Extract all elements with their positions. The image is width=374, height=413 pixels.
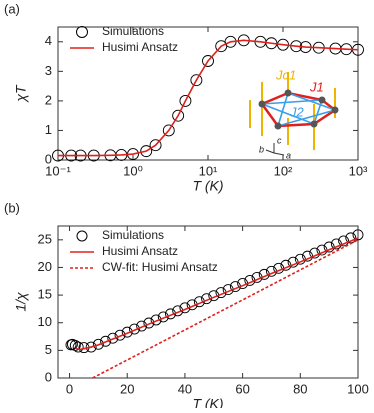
- series-line: [58, 39, 359, 157]
- x-tick-label: 10⁻¹: [45, 163, 71, 178]
- y-tick-label: 3: [45, 63, 52, 78]
- y-axis-label: χT: [13, 84, 29, 104]
- x-tick-label: 10⁰: [123, 163, 143, 178]
- data-point: [85, 341, 97, 353]
- label-jc1: Jc1: [275, 67, 296, 82]
- data-point: [69, 339, 81, 351]
- label-a: a: [286, 150, 291, 160]
- axis-a: [273, 152, 285, 156]
- lattice-inset: Jc1 J1 J2 c b a: [249, 67, 339, 160]
- plot-area: [52, 34, 364, 162]
- data-point: [190, 74, 203, 87]
- data-point: [136, 320, 148, 332]
- y-tick-label: 25: [38, 231, 52, 246]
- legend-marker: [76, 26, 88, 38]
- x-tick-label: 0: [66, 381, 73, 396]
- panel-label: (a): [4, 1, 20, 16]
- y-tick-label: 0: [45, 151, 52, 166]
- data-point: [92, 338, 104, 350]
- legend-label: Husimi Ansatz: [102, 244, 178, 258]
- j2-bonds: [261, 99, 324, 126]
- y-tick-label: 4: [45, 33, 52, 48]
- x-tick-label: 80: [293, 381, 307, 396]
- plot-frame: [57, 225, 359, 379]
- y-axis-label: 1/χ: [13, 292, 29, 312]
- data-point: [352, 229, 364, 241]
- site: [258, 100, 266, 108]
- y-tick-label: 1: [45, 122, 52, 137]
- y-tick-label: 0: [45, 369, 52, 384]
- data-point: [107, 332, 119, 344]
- series-line: [75, 237, 359, 351]
- data-point: [338, 235, 350, 247]
- data-point: [162, 124, 175, 137]
- x-tick-label: 60: [235, 381, 249, 396]
- axis-b: [265, 149, 275, 154]
- y-tick-label: 15: [38, 287, 52, 302]
- x-tick-label: 10¹: [199, 163, 218, 178]
- legend-marker: [76, 230, 88, 242]
- data-point: [128, 323, 140, 335]
- legend-label: CW-fit: Husimi Ansatz: [102, 260, 218, 274]
- y-tick-label: 10: [38, 314, 52, 329]
- data-point: [149, 139, 162, 152]
- y-tick-label: 2: [45, 92, 52, 107]
- data-point: [100, 335, 112, 347]
- legend-label: Simulations: [102, 228, 164, 242]
- label-c: c: [277, 135, 282, 145]
- data-point: [140, 145, 153, 158]
- data-point: [114, 329, 126, 341]
- data-point: [150, 314, 162, 326]
- panel-label: (b): [4, 200, 20, 215]
- x-tick-label: 100: [347, 381, 369, 396]
- plot-area: [65, 229, 364, 379]
- x-axis-label: T (K): [192, 396, 223, 408]
- legend-label: Husimi Ansatz: [102, 40, 178, 54]
- site: [284, 89, 292, 97]
- x-tick-label: 10²: [274, 163, 293, 178]
- data-point: [172, 109, 185, 122]
- data-point: [121, 326, 133, 338]
- x-tick-label: 10³: [349, 163, 368, 178]
- site: [331, 106, 339, 114]
- site: [318, 96, 326, 104]
- data-point: [330, 238, 342, 250]
- label-j1: J1: [309, 79, 324, 94]
- label-j2: J2: [289, 104, 305, 119]
- data-point: [72, 341, 84, 353]
- data-point: [143, 317, 155, 329]
- label-b: b: [259, 144, 264, 154]
- site: [274, 122, 282, 130]
- data-point: [179, 94, 192, 107]
- legend-label: Simulations: [102, 24, 164, 38]
- y-tick-label: 5: [45, 342, 52, 357]
- site: [310, 120, 318, 128]
- j2-bonds: [276, 91, 338, 128]
- y-tick-label: 20: [38, 259, 52, 274]
- x-tick-label: 20: [120, 381, 134, 396]
- x-axis-label: T (K): [192, 178, 223, 194]
- x-tick-label: 40: [178, 381, 192, 396]
- data-point: [202, 55, 214, 67]
